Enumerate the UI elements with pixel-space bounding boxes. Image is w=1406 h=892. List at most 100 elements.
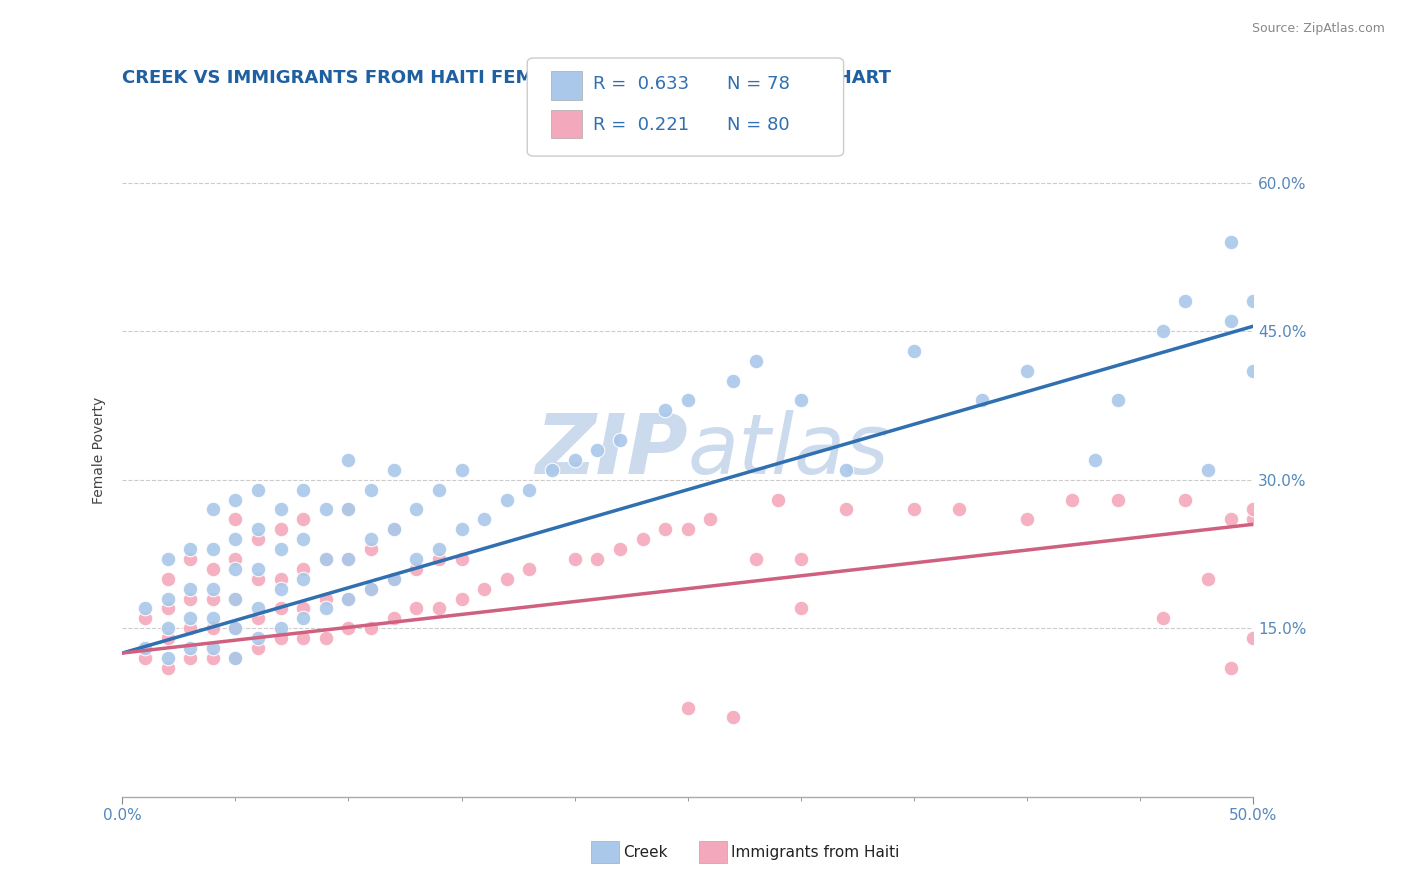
Point bbox=[337, 453, 360, 467]
Point bbox=[427, 552, 450, 566]
Point bbox=[292, 562, 315, 576]
Point bbox=[315, 502, 337, 516]
Point bbox=[292, 611, 315, 625]
Point bbox=[337, 502, 360, 516]
Point bbox=[564, 453, 586, 467]
Point bbox=[450, 552, 472, 566]
Point bbox=[270, 522, 292, 536]
Point bbox=[472, 582, 495, 596]
Point bbox=[337, 502, 360, 516]
Point bbox=[247, 601, 270, 615]
Point bbox=[337, 621, 360, 635]
Point bbox=[1241, 631, 1264, 645]
Text: R =  0.221: R = 0.221 bbox=[593, 116, 689, 134]
Point bbox=[134, 641, 156, 656]
Point bbox=[247, 572, 270, 586]
Point bbox=[337, 552, 360, 566]
Point bbox=[519, 483, 541, 497]
Point bbox=[224, 591, 246, 606]
Point bbox=[201, 591, 224, 606]
Point bbox=[495, 572, 517, 586]
Point bbox=[1107, 492, 1129, 507]
Point bbox=[360, 582, 382, 596]
Point bbox=[903, 502, 925, 516]
Point bbox=[541, 463, 564, 477]
Point bbox=[360, 483, 382, 497]
Point bbox=[1174, 492, 1197, 507]
Point bbox=[1241, 364, 1264, 378]
Point bbox=[427, 483, 450, 497]
Point bbox=[405, 601, 427, 615]
Point bbox=[292, 512, 315, 526]
Point bbox=[1152, 324, 1174, 338]
Point bbox=[1219, 661, 1241, 675]
Point bbox=[903, 343, 925, 358]
Point bbox=[315, 552, 337, 566]
Point bbox=[201, 562, 224, 576]
Point bbox=[676, 393, 699, 408]
Point bbox=[744, 552, 766, 566]
Point bbox=[315, 591, 337, 606]
Text: ZIP: ZIP bbox=[536, 409, 688, 491]
Point bbox=[224, 492, 246, 507]
Point bbox=[224, 591, 246, 606]
Point bbox=[201, 542, 224, 557]
Point bbox=[1219, 314, 1241, 328]
Point bbox=[427, 542, 450, 557]
Text: CREEK VS IMMIGRANTS FROM HAITI FEMALE POVERTY CORRELATION CHART: CREEK VS IMMIGRANTS FROM HAITI FEMALE PO… bbox=[122, 69, 891, 87]
Point bbox=[654, 403, 676, 417]
Point bbox=[472, 512, 495, 526]
Point bbox=[201, 582, 224, 596]
Point bbox=[179, 641, 201, 656]
Point bbox=[247, 641, 270, 656]
Point bbox=[156, 621, 179, 635]
Point bbox=[201, 641, 224, 656]
Point bbox=[292, 601, 315, 615]
Point bbox=[179, 591, 201, 606]
Point bbox=[337, 591, 360, 606]
Point bbox=[360, 532, 382, 546]
Point bbox=[768, 492, 790, 507]
Point bbox=[360, 542, 382, 557]
Point bbox=[270, 572, 292, 586]
Point bbox=[315, 601, 337, 615]
Point bbox=[1241, 512, 1264, 526]
Point bbox=[224, 512, 246, 526]
Point bbox=[699, 512, 721, 526]
Point bbox=[519, 562, 541, 576]
Point bbox=[292, 572, 315, 586]
Point bbox=[450, 591, 472, 606]
Point bbox=[270, 502, 292, 516]
Point bbox=[1017, 512, 1039, 526]
Point bbox=[224, 552, 246, 566]
Point bbox=[382, 572, 405, 586]
Point bbox=[201, 502, 224, 516]
Text: Creek: Creek bbox=[623, 846, 668, 860]
Point bbox=[1197, 463, 1219, 477]
Point bbox=[179, 552, 201, 566]
Point bbox=[224, 532, 246, 546]
Point bbox=[247, 532, 270, 546]
Point bbox=[270, 631, 292, 645]
Point bbox=[156, 631, 179, 645]
Point bbox=[427, 601, 450, 615]
Point bbox=[609, 433, 631, 447]
Point bbox=[179, 542, 201, 557]
Point bbox=[1084, 453, 1107, 467]
Point bbox=[134, 651, 156, 665]
Point bbox=[315, 631, 337, 645]
Point bbox=[721, 374, 744, 388]
Point bbox=[835, 502, 858, 516]
Point bbox=[292, 483, 315, 497]
Point bbox=[134, 611, 156, 625]
Point bbox=[270, 601, 292, 615]
Point bbox=[134, 601, 156, 615]
Point bbox=[337, 591, 360, 606]
Point bbox=[564, 552, 586, 566]
Point bbox=[790, 552, 813, 566]
Text: N = 80: N = 80 bbox=[727, 116, 790, 134]
Point bbox=[970, 393, 993, 408]
Point bbox=[586, 552, 609, 566]
Point bbox=[382, 463, 405, 477]
Text: Source: ZipAtlas.com: Source: ZipAtlas.com bbox=[1251, 22, 1385, 36]
